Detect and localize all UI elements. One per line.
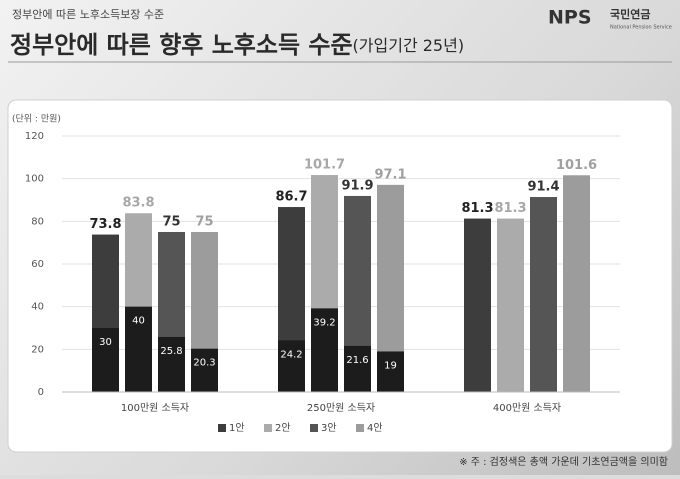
y-tick-label: 80 — [31, 216, 44, 227]
value-label: 91.9 — [341, 178, 373, 193]
x-tick-label: 100만원 소득자 — [121, 402, 189, 414]
logo-name: 국민연금 — [610, 7, 650, 21]
legend-label: 2안 — [275, 422, 291, 434]
y-tick-label: 120 — [25, 131, 44, 142]
bar — [563, 175, 590, 392]
bar — [530, 197, 557, 392]
inner-bar — [191, 348, 218, 392]
inner-bar — [344, 345, 371, 392]
inner-label: 39.2 — [313, 317, 335, 328]
value-label: 81.3 — [494, 201, 526, 216]
value-label: 75 — [195, 215, 213, 230]
value-label: 81.3 — [461, 201, 493, 216]
value-label: 97.1 — [374, 167, 406, 182]
inner-label: 19 — [384, 360, 397, 371]
y-tick-label: 20 — [31, 344, 44, 355]
title: 정부안에 따른 향후 노후소득 수준(가입기간 25년) — [10, 31, 464, 59]
legend-label: 4안 — [367, 422, 383, 434]
inner-label: 25.8 — [160, 346, 182, 357]
bar — [464, 218, 491, 392]
value-label: 75 — [162, 215, 180, 230]
value-label: 86.7 — [275, 190, 307, 205]
legend-swatch — [218, 424, 226, 432]
inner-label: 24.2 — [280, 349, 302, 360]
x-tick-label: 250만원 소득자 — [307, 402, 375, 414]
y-tick-label: 0 — [38, 387, 44, 398]
y-tick-label: 60 — [31, 259, 44, 270]
value-label: 101.6 — [556, 158, 597, 173]
title-main: 정부안에 따른 향후 노후소득 수준 — [10, 31, 353, 59]
inner-bar — [311, 308, 338, 392]
legend-label: 1안 — [229, 422, 245, 434]
logo-mark: NPS — [548, 7, 592, 29]
value-label: 101.7 — [304, 158, 345, 173]
title-sub: (가입기간 25년) — [353, 36, 465, 55]
inner-label: 21.6 — [346, 355, 368, 366]
value-label: 73.8 — [89, 217, 121, 232]
inner-bar — [377, 351, 404, 392]
legend-swatch — [264, 424, 272, 432]
legend-swatch — [310, 424, 318, 432]
logo-en: National Pension Service — [610, 25, 672, 31]
legend-swatch — [356, 424, 364, 432]
inner-bar — [92, 328, 119, 392]
unit-label: (단위 : 만원) — [12, 114, 61, 125]
inner-label: 40 — [132, 316, 145, 327]
value-label: 83.8 — [122, 196, 154, 211]
inner-bar — [125, 306, 152, 392]
y-tick-label: 40 — [31, 302, 44, 313]
bar — [497, 218, 524, 392]
legend-label: 3안 — [321, 422, 337, 434]
inner-bar — [158, 336, 185, 392]
inner-bar — [278, 340, 305, 392]
supertitle: 정부안에 따른 노후소득보장 수준 — [12, 8, 164, 21]
x-tick-label: 400만원 소득자 — [493, 402, 561, 414]
footnote: ※ 주 : 검정색은 총액 가운데 기초연금액을 의미함 — [459, 456, 668, 468]
value-label: 91.4 — [527, 180, 559, 195]
y-tick-label: 100 — [25, 174, 44, 185]
inner-label: 20.3 — [193, 358, 215, 369]
inner-label: 30 — [99, 337, 112, 348]
